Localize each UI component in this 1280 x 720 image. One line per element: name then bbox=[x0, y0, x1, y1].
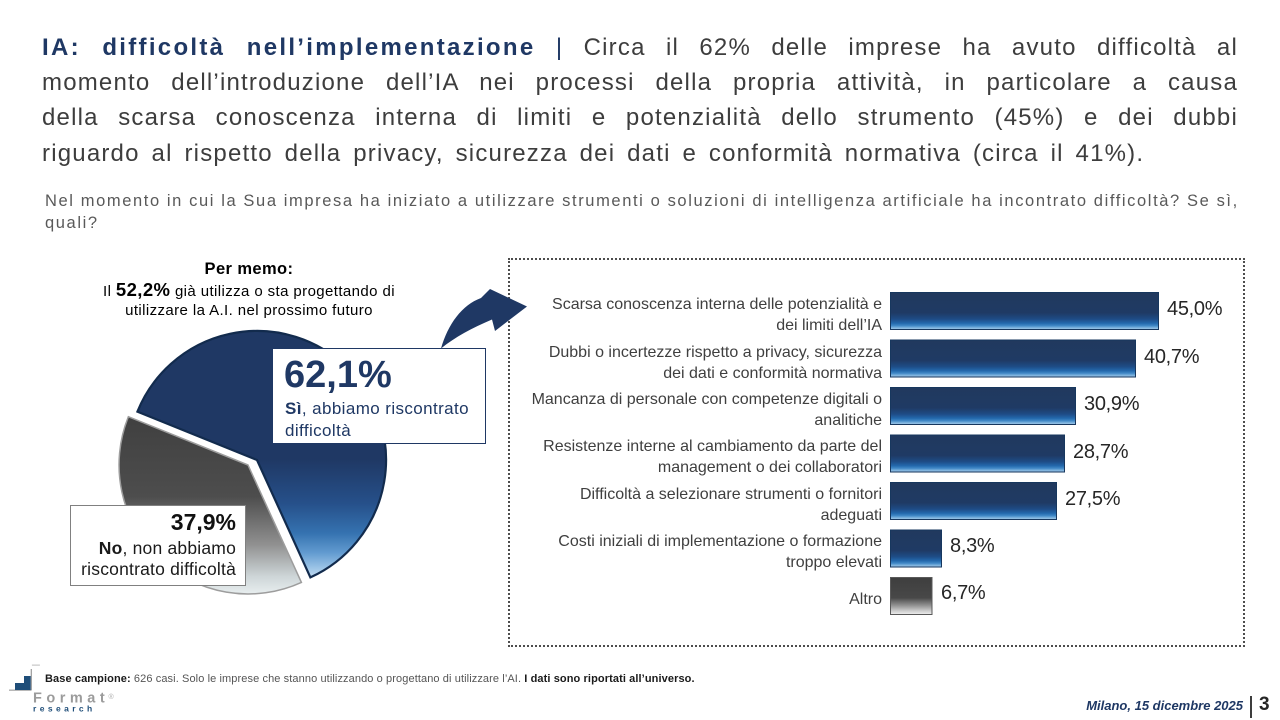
svg-text:research: research bbox=[33, 704, 96, 714]
svg-text:Format: Format bbox=[33, 691, 109, 707]
svg-text:®: ® bbox=[109, 693, 115, 701]
